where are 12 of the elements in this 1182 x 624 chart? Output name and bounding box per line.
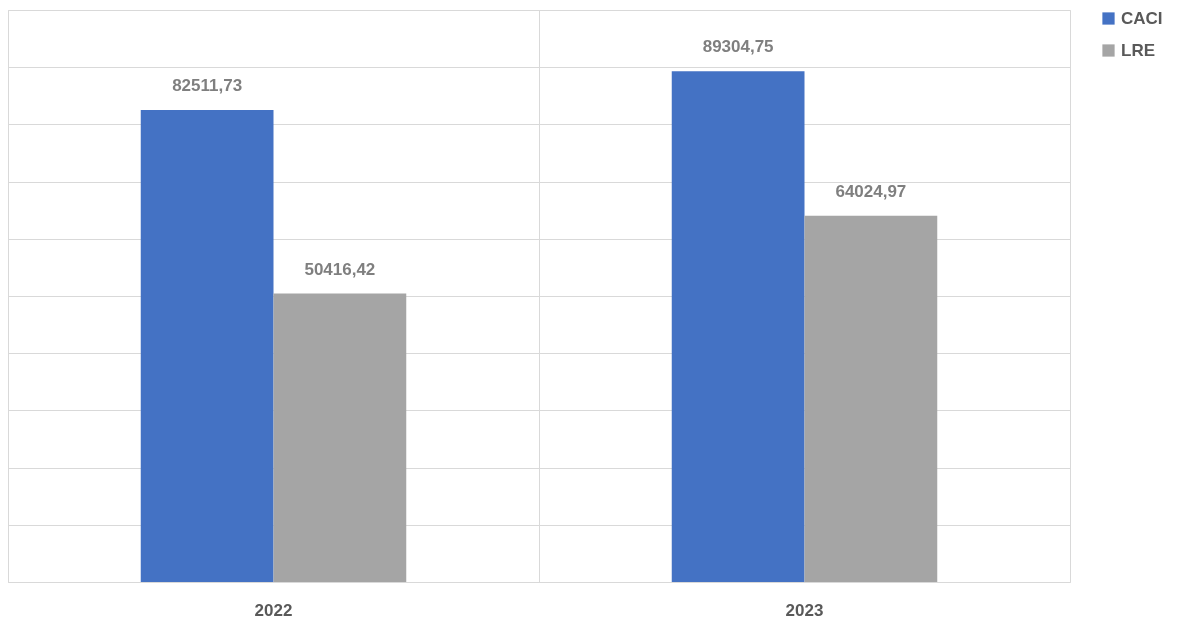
data-label: 50416,42: [304, 259, 376, 279]
bar: [804, 215, 938, 582]
data-label: 82511,73: [172, 76, 243, 96]
x-tick-label: 2022: [254, 600, 293, 620]
legend-label: CACI: [1121, 8, 1163, 28]
data-label: 89304,75: [702, 37, 774, 57]
data-label: 64024,97: [835, 181, 907, 201]
legend-label: LRE: [1121, 40, 1155, 60]
bar: [140, 110, 274, 582]
x-tick-label: 2023: [785, 600, 824, 620]
bar: [273, 293, 407, 582]
bar: [671, 71, 805, 582]
